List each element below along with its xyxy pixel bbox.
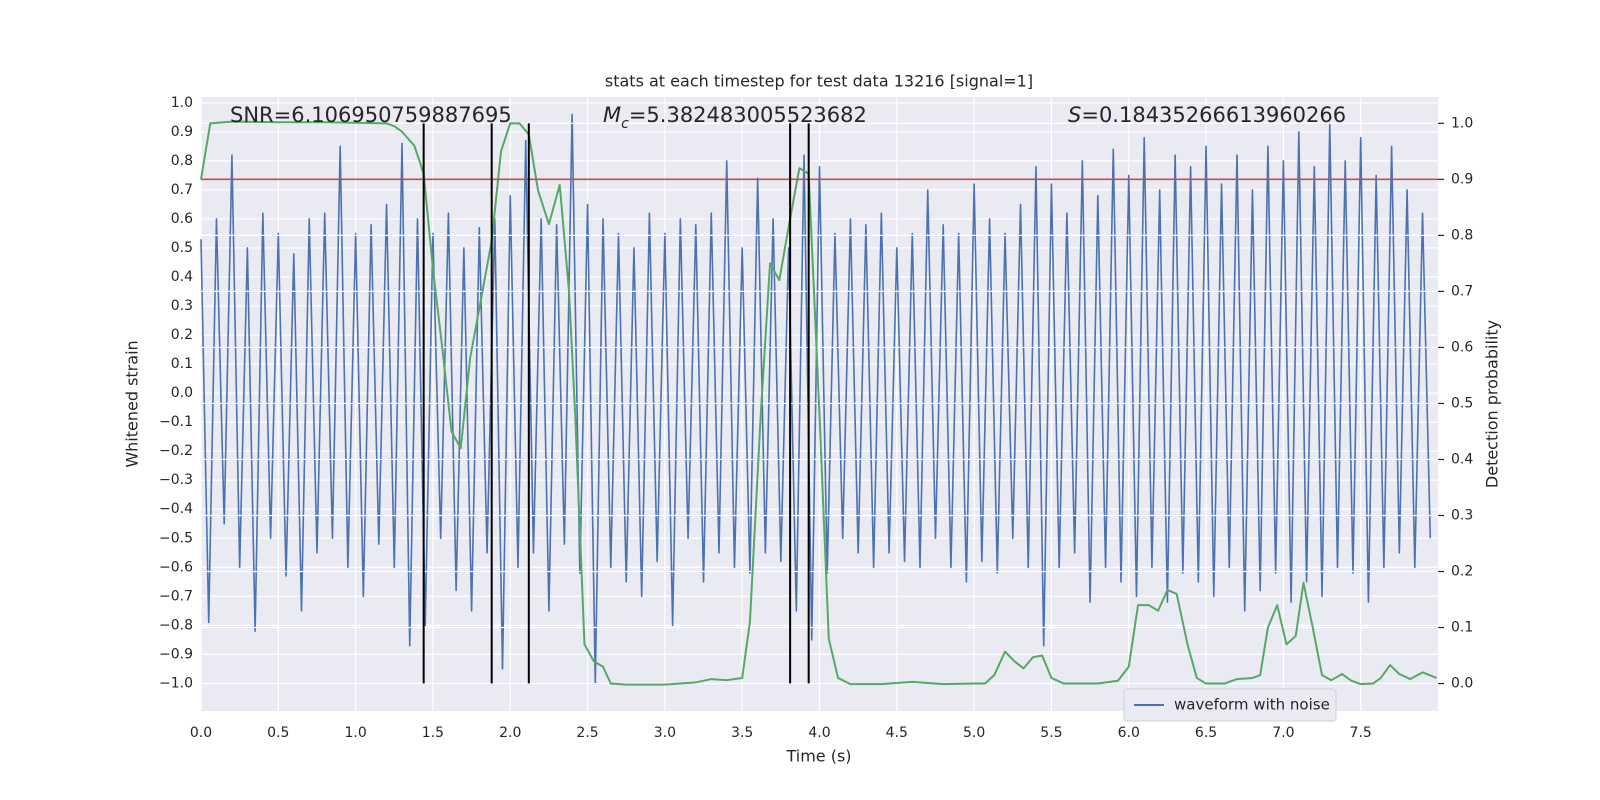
y-tick-label: −0.9 xyxy=(159,646,193,662)
y-tick-label: 0.0 xyxy=(171,385,193,401)
x-tick-label: 1.0 xyxy=(344,725,366,741)
y-tick-label: −0.7 xyxy=(159,588,193,604)
x-tick-label: 7.0 xyxy=(1272,725,1294,741)
y-tick-label: 0.8 xyxy=(171,153,193,169)
y2-tick-label: 0.8 xyxy=(1451,227,1473,243)
y-tick-label: 0.3 xyxy=(171,298,193,314)
y2-tick-label: 0.3 xyxy=(1451,507,1473,523)
y2-axis-label: Detection probability xyxy=(1483,320,1502,488)
y-tick-label: −0.4 xyxy=(159,501,193,517)
annotation-text: SNR=6.106950759887695 xyxy=(230,103,512,127)
annotation: S=0.18435266613960266 xyxy=(1068,103,1346,127)
y-tick-label: 0.1 xyxy=(171,356,193,372)
x-tick-label: 0.0 xyxy=(190,725,212,741)
legend-box xyxy=(1123,688,1337,722)
y2-tick-label: 0.0 xyxy=(1451,676,1473,692)
x-axis-label: Time (s) xyxy=(785,747,851,766)
probability-line xyxy=(200,120,1437,686)
y2-tick-label: 0.6 xyxy=(1451,339,1473,355)
y-tick-label: 0.2 xyxy=(171,327,193,343)
x-tick-label: 2.0 xyxy=(499,725,521,741)
y-tick-label: 0.5 xyxy=(171,240,193,256)
y-tick-label: −0.2 xyxy=(159,443,193,459)
y2-tick-label: 0.5 xyxy=(1451,395,1473,411)
y2-tick-label: 0.9 xyxy=(1451,171,1473,187)
x-tick-label: 2.5 xyxy=(576,725,598,741)
y2-tick-label: 0.4 xyxy=(1451,451,1473,467)
y-tick-label: −0.6 xyxy=(159,559,193,575)
y-axis-label: Whitened strain xyxy=(123,340,142,467)
annotation-text: =5.382483005523682 xyxy=(629,103,867,127)
x-tick-label: 4.5 xyxy=(886,725,908,741)
annotation: Mc=5.382483005523682 xyxy=(603,103,867,132)
y2-tick-label: 0.7 xyxy=(1451,283,1473,299)
y2-tick-label: 0.1 xyxy=(1451,620,1473,636)
y-tick-label: 0.4 xyxy=(171,269,193,285)
annotation-symbol: M xyxy=(603,103,621,127)
x-tick-label: 6.0 xyxy=(1118,725,1140,741)
x-tick-label: 3.5 xyxy=(731,725,753,741)
y-tick-label: −1.0 xyxy=(159,675,193,691)
y-tick-label: −0.5 xyxy=(159,530,193,546)
y2-tick-label: 1.0 xyxy=(1451,115,1473,131)
x-tick-label: 6.5 xyxy=(1195,725,1217,741)
annotation-text: =0.18435266613960266 xyxy=(1081,103,1346,127)
y2-tick-label: 0.2 xyxy=(1451,564,1473,580)
y-tick-label: −0.8 xyxy=(159,617,193,633)
annotation: SNR=6.106950759887695 xyxy=(230,103,512,127)
annotation-subscript: c xyxy=(621,116,629,132)
x-tick-label: 0.5 xyxy=(267,725,289,741)
annotation-symbol: S xyxy=(1068,103,1081,127)
chart-title: stats at each timestep for test data 132… xyxy=(605,72,1033,91)
x-tick-label: 4.0 xyxy=(808,725,830,741)
y-tick-label: 0.6 xyxy=(171,211,193,227)
y-tick-label: −0.3 xyxy=(159,472,193,488)
x-tick-label: 7.5 xyxy=(1350,725,1372,741)
y-tick-label: 0.9 xyxy=(171,124,193,140)
y-tick-label: 0.7 xyxy=(171,182,193,198)
x-tick-label: 3.0 xyxy=(654,725,676,741)
x-tick-label: 5.0 xyxy=(963,725,985,741)
y-tick-label: −0.1 xyxy=(159,414,193,430)
y-tick-label: 1.0 xyxy=(171,95,193,111)
legend-label: waveform with noise xyxy=(1174,696,1330,714)
x-tick-label: 5.5 xyxy=(1040,725,1062,741)
x-tick-label: 1.5 xyxy=(422,725,444,741)
